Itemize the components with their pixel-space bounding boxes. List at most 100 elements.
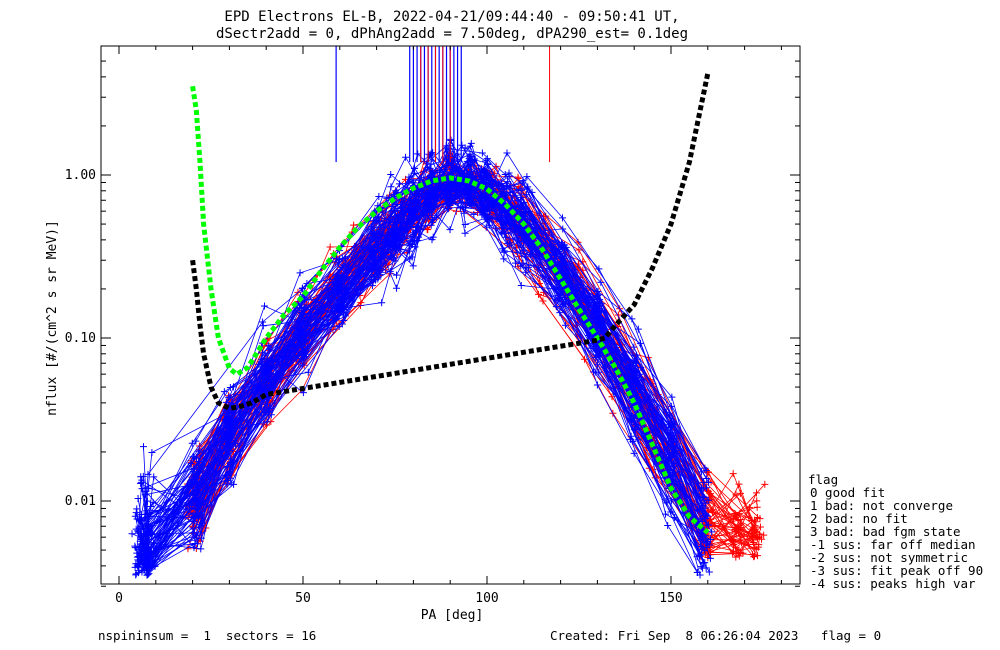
data-point: [189, 524, 197, 532]
data-point: [144, 470, 152, 478]
data-point: [300, 305, 308, 313]
data-point: [482, 165, 490, 173]
data-point: [522, 253, 530, 261]
data-point: [693, 568, 701, 576]
data-point: [302, 344, 310, 352]
data-point: [304, 368, 312, 376]
data-point: [226, 446, 234, 454]
data-point: [427, 160, 435, 168]
data-point: [497, 218, 505, 226]
legend-entry: 0 good fit: [810, 485, 885, 500]
data-point: [750, 553, 758, 561]
data-point: [729, 470, 737, 478]
data-point: [136, 550, 144, 558]
data-point: [518, 211, 526, 219]
legend-entry: 1 bad: not converge: [810, 498, 953, 513]
data-point: [756, 523, 764, 531]
data-point: [517, 262, 525, 270]
data-point: [334, 280, 342, 288]
data-point: [263, 400, 271, 408]
data-point: [259, 322, 267, 330]
data-point: [132, 571, 140, 579]
data-point: [137, 473, 145, 481]
data-point: [293, 325, 301, 333]
data-point: [223, 480, 231, 488]
data-point: [753, 513, 761, 521]
data-point: [748, 534, 756, 542]
data-point: [557, 289, 565, 297]
data-point: [761, 480, 769, 488]
data-point: [671, 514, 679, 522]
data-point: [189, 513, 197, 521]
data-point: [405, 247, 413, 255]
data-point: [702, 511, 710, 519]
data-point: [394, 211, 402, 219]
data-point: [412, 226, 420, 234]
data-point: [735, 525, 743, 533]
data-point: [222, 420, 230, 428]
data-point: [461, 144, 469, 152]
data-point: [671, 429, 679, 437]
data-point: [517, 186, 525, 194]
data-point: [591, 324, 599, 332]
data-point: [753, 497, 761, 505]
data-point: [142, 487, 150, 495]
chart-title: EPD Electrons EL-B, 2022-04-21/09:44:40 …: [224, 9, 679, 25]
data-point: [137, 479, 145, 487]
data-point: [637, 363, 645, 371]
data-point: [388, 224, 396, 232]
data-point: [561, 245, 569, 253]
data-point: [413, 237, 421, 245]
data-point: [662, 510, 670, 518]
data-point: [500, 248, 508, 256]
data-point: [445, 198, 453, 206]
data-point: [190, 464, 198, 472]
data-point: [517, 249, 525, 257]
data-point: [732, 553, 740, 561]
black-fit-curve: [190, 72, 711, 412]
data-point: [483, 216, 491, 224]
data-point: [335, 274, 343, 282]
data-point: [592, 368, 600, 376]
data-point: [708, 528, 716, 536]
data-point: [142, 545, 150, 553]
data-point: [228, 458, 236, 466]
data-point: [148, 448, 156, 456]
data-point: [478, 149, 486, 157]
data-point: [634, 436, 642, 444]
data-point: [555, 245, 563, 253]
data-point: [470, 210, 478, 218]
data-point: [460, 209, 468, 217]
data-point: [523, 173, 531, 181]
green-fit-curve: [190, 85, 710, 535]
data-point: [393, 284, 401, 292]
data-point: [227, 436, 235, 444]
data-point: [483, 159, 491, 167]
data-point: [432, 214, 440, 222]
data-point: [131, 563, 139, 571]
data-point: [225, 394, 233, 402]
data-point: [482, 223, 490, 231]
data-point: [706, 554, 714, 562]
data-point: [192, 495, 200, 503]
data-point: [664, 521, 672, 529]
data-point: [703, 521, 711, 529]
data-point: [561, 321, 569, 329]
data-point: [199, 474, 207, 482]
data-point: [737, 516, 745, 524]
data-point: [225, 430, 233, 438]
data-point: [553, 250, 561, 258]
data-point: [406, 255, 414, 263]
data-point: [387, 171, 395, 179]
data-point: [133, 505, 141, 513]
data-point: [523, 185, 531, 193]
data-point: [483, 193, 491, 201]
data-point: [471, 155, 479, 163]
data-point: [699, 539, 707, 547]
data-point: [226, 383, 234, 391]
data-point: [197, 545, 205, 553]
data-point: [664, 421, 672, 429]
data-point: [706, 536, 714, 544]
y-axis-label: nflux [#/(cm^2 s sr MeV)]: [45, 220, 60, 416]
